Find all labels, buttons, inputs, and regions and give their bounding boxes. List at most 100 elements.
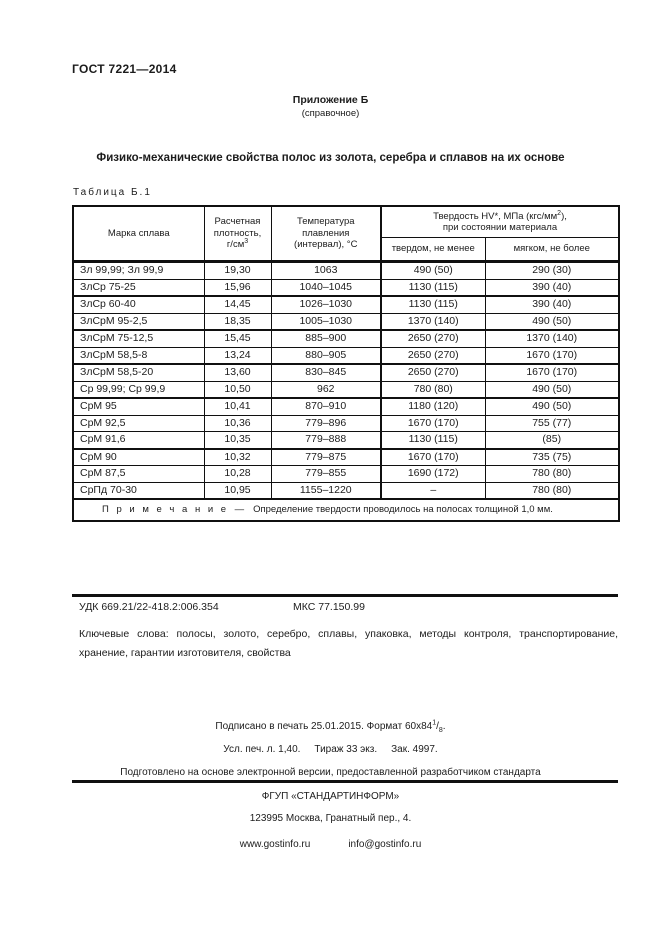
value-cell: 830–845: [270, 363, 382, 382]
alloy-grade-cell: СрМ 92,5: [72, 414, 205, 432]
value-cell: 1670 (170): [484, 346, 620, 365]
hardness-line1-end: ),: [561, 210, 567, 222]
imprint-prepared-note: Подготовлено на основе электронной верси…: [120, 767, 541, 778]
order-number: Зак. 4997.: [391, 744, 438, 755]
value-cell: 290 (30): [484, 260, 620, 280]
imprint-block: Подписано в печать 25.01.2015. Формат 60…: [0, 720, 661, 789]
value-cell: 779–896: [270, 414, 382, 432]
value-cell: 1370 (140): [380, 312, 486, 331]
alloy-grade-cell: ЗлСрМ 58,5-20: [72, 363, 205, 382]
table-row: СрМ 92,5 10,36 779–896 1670 (170) 755 (77): [72, 414, 620, 432]
table-header: Марка сплава Расчетная плотность, г/см3 Те…: [72, 205, 620, 262]
value-cell: 18,35: [203, 312, 272, 331]
col-header-hardness-group: Твердость HV*, МПа (кгс/мм2), при состоян…: [380, 205, 620, 238]
value-cell: 15,96: [203, 278, 272, 297]
table-label: Таблица Б.1: [73, 187, 152, 198]
note-label: П р и м е ч а н и е: [102, 504, 229, 515]
table-row: Ср 99,99; Ср 99,9 10,50 962 780 (80) 490 (50…: [72, 380, 620, 399]
note-dash: —: [234, 504, 245, 515]
value-cell: 13,60: [203, 363, 272, 382]
value-cell: –: [380, 481, 486, 500]
table-body: Зл 99,99; Зл 99,9 19,30 1063 490 (50) 290 (3…: [72, 260, 620, 500]
value-cell: 885–900: [270, 329, 382, 348]
alloy-grade-cell: Ср 99,99; Ср 99,9: [72, 380, 205, 399]
alloy-grade-cell: СрМ 90: [72, 448, 205, 466]
properties-table: Марка сплава Расчетная плотность, г/см3 Те…: [72, 205, 620, 522]
value-cell: 780 (80): [484, 465, 620, 483]
format-denominator: 8: [438, 727, 443, 734]
value-cell: 13,24: [203, 346, 272, 365]
doc-number: ГОСТ 7221—2014: [72, 62, 177, 76]
value-cell: 1370 (140): [484, 329, 620, 348]
col-header-hard-state: твердом, не менее: [380, 237, 486, 262]
value-cell: 10,32: [203, 448, 272, 466]
value-cell: 755 (77): [484, 414, 620, 432]
value-cell: 390 (40): [484, 295, 620, 314]
value-cell: 1026–1030: [270, 295, 382, 314]
value-cell: 490 (50): [484, 397, 620, 416]
hardness-line1: Твердость HV*, МПа (кгс/мм: [433, 210, 558, 222]
table-header-row-2: твердом, не менее мягком, не более: [73, 237, 620, 262]
value-cell: 1670 (170): [380, 414, 486, 432]
value-cell: 1690 (172): [380, 465, 486, 483]
value-cell: 962: [270, 380, 382, 399]
value-cell: 490 (50): [380, 260, 486, 280]
table-row: ЗлСр 75-25 15,96 1040–1045 1130 (115) 390 (4…: [72, 278, 620, 297]
density-superscript: 3: [244, 238, 249, 246]
imprint-line1-text: Подписано в печать 25.01.2015. Формат 60…: [215, 721, 433, 732]
divider-line-bottom: [72, 780, 618, 783]
density-line2: плотность,: [213, 227, 262, 239]
value-cell: 1063: [270, 260, 382, 280]
table-row: ЗлСрМ 95-2,5 18,35 1005–1030 1370 (140) 490 …: [72, 312, 620, 331]
keywords-paragraph: Ключевые слова: полосы, золото, серебро,…: [79, 628, 618, 659]
value-cell: 490 (50): [484, 312, 620, 331]
melting-line2: (интервал), °С: [294, 239, 358, 251]
alloy-grade-cell: СрМ 91,6: [72, 431, 205, 450]
value-cell: 490 (50): [484, 380, 620, 399]
value-cell: 780 (80): [380, 380, 486, 399]
value-cell: (85): [484, 431, 620, 450]
value-cell: 1040–1045: [270, 278, 382, 297]
note-text: Определение твердости проводилось на пол…: [253, 504, 553, 515]
alloy-grade-cell: ЗлСрМ 95-2,5: [72, 312, 205, 331]
publisher-address: 123995 Москва, Гранатный пер., 4.: [249, 813, 412, 824]
value-cell: 10,36: [203, 414, 272, 432]
table-row: ЗлСрМ 58,5-20 13,60 830–845 2650 (270) 1670 …: [72, 363, 620, 382]
col-header-density: Расчетная плотность, г/см3: [203, 205, 272, 262]
value-cell: 1180 (120): [380, 397, 486, 416]
value-cell: 735 (75): [484, 448, 620, 466]
alloy-grade-cell: ЗлСр 60-40: [72, 295, 205, 314]
value-cell: 1670 (170): [484, 363, 620, 382]
value-cell: 870–910: [270, 397, 382, 416]
col-header-alloy: Марка сплава: [72, 205, 205, 262]
alloy-grade-cell: ЗлСрМ 58,5-8: [72, 346, 205, 365]
hardness-superscript: 2: [557, 209, 562, 217]
table-row: ЗлСрМ 58,5-8 13,24 880–905 2650 (270) 1670 (…: [72, 346, 620, 365]
publisher-block: ФГУП «СТАНДАРТИНФОРМ» 123995 Москва, Гра…: [0, 790, 661, 852]
divider-line-top: [72, 594, 618, 597]
publisher-email: info@gostinfo.ru: [348, 839, 422, 850]
value-cell: 1130 (115): [380, 431, 486, 450]
value-cell: 1130 (115): [380, 278, 486, 297]
table-row: СрПд 70-30 10,95 1155–1220–780 (80): [72, 481, 620, 500]
hardness-line2: при состоянии материала: [442, 222, 558, 233]
value-cell: 10,50: [203, 380, 272, 399]
value-cell: 10,41: [203, 397, 272, 416]
value-cell: 779–888: [270, 431, 382, 450]
col-header-soft-state: мягком, не более: [484, 237, 620, 262]
density-unit: г/см: [226, 239, 245, 251]
table-row: СрМ 90 10,32 779–875 1670 (170) 735 (75): [72, 448, 620, 466]
alloy-grade-cell: ЗлСрМ 75-12,5: [72, 329, 205, 348]
imprint-edition-info: Усл. печ. л. 1,40. Тираж 33 экз. Зак. 4997…: [0, 743, 661, 757]
appendix-subtitle: (справочное): [301, 108, 360, 119]
appendix-heading: Приложение Б (справочное): [0, 94, 661, 119]
value-cell: 779–875: [270, 448, 382, 466]
format-numerator: 1: [432, 719, 437, 727]
density-line1: Расчетная: [214, 216, 261, 228]
publisher-name: ФГУП «СТАНДАРТИНФОРМ»: [261, 791, 400, 802]
publisher-contacts: www.gostinfo.ru info@gostinfo.ru: [0, 838, 661, 852]
table-row: СрМ 91,6 10,35 779–888 1130 (115) (85): [72, 431, 620, 450]
circulation: Тираж 33 экз.: [314, 744, 378, 755]
appendix-title: Приложение Б: [292, 94, 369, 106]
